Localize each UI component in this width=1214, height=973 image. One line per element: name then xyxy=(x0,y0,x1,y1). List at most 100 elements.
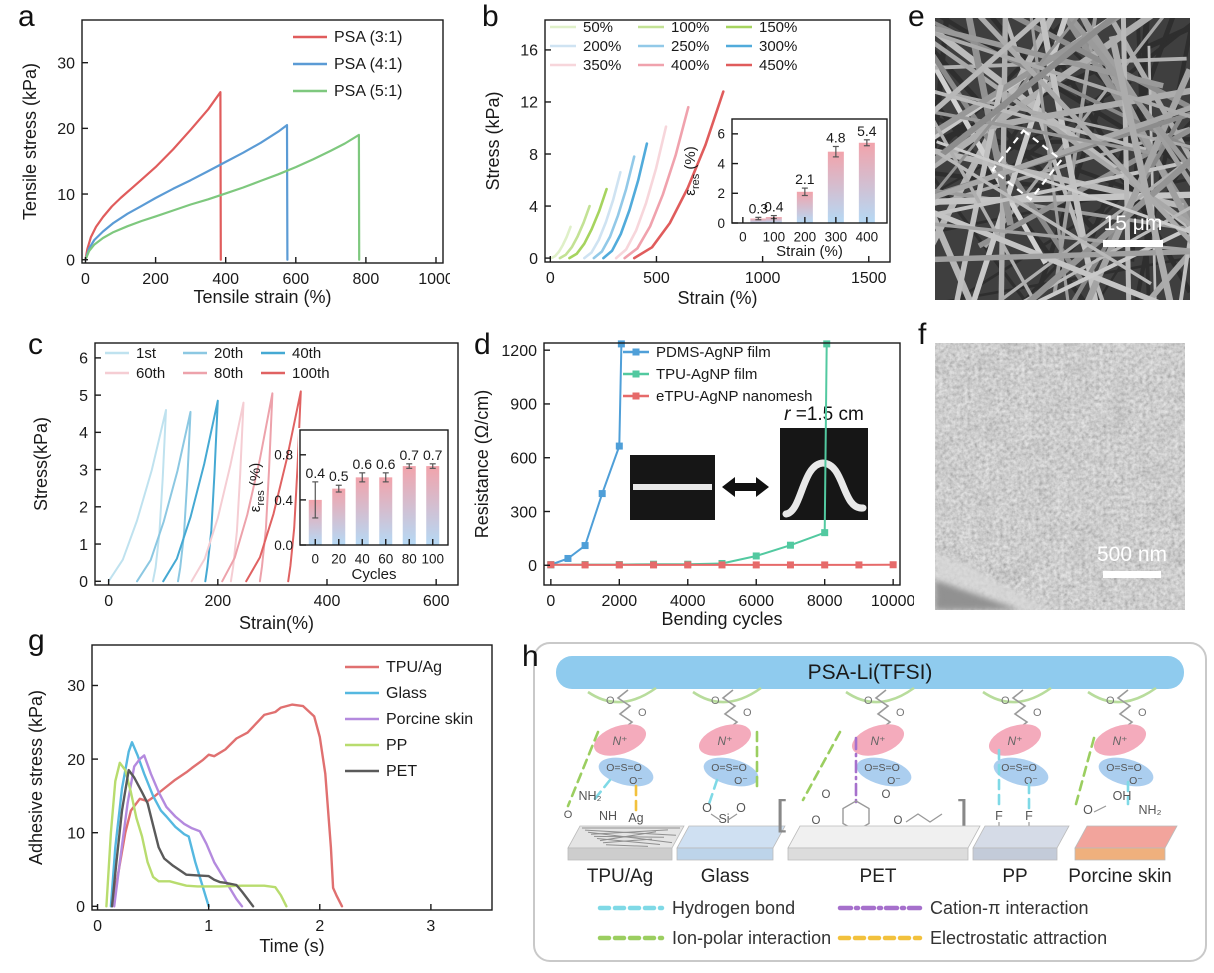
svg-text:0: 0 xyxy=(104,593,113,610)
svg-text:0: 0 xyxy=(312,552,320,567)
svg-text:O⁻: O⁻ xyxy=(1129,775,1143,787)
svg-text:0: 0 xyxy=(717,216,725,231)
svg-text:Strain (%): Strain (%) xyxy=(677,288,757,308)
panel-b: b 0 500 1000 1500 0 4 8 12 16 Strain (%) Stress (k… xyxy=(450,0,910,318)
panel-a: a 0 200 400 600 800 1000 0 10 20 30 Tensile strain… xyxy=(0,0,450,318)
svg-text:800: 800 xyxy=(353,271,380,288)
svg-text:O=S=O: O=S=O xyxy=(1106,762,1142,774)
svg-text:4.8: 4.8 xyxy=(826,129,846,145)
svg-text:350%: 350% xyxy=(583,57,621,74)
svg-text:60th: 60th xyxy=(136,365,165,382)
panel-d-chart: r =1.5 cm 0 2000 4000 6000 8000 10000 0 300 600 9… xyxy=(472,340,914,629)
svg-text:O: O xyxy=(882,789,891,801)
svg-text:eTPU-AgNP nanomesh: eTPU-AgNP nanomesh xyxy=(656,388,812,405)
svg-text:50%: 50% xyxy=(583,19,613,36)
svg-text:1st: 1st xyxy=(136,345,157,362)
svg-text:O: O xyxy=(812,815,821,827)
svg-text:5: 5 xyxy=(79,388,88,405)
svg-text:0.3: 0.3 xyxy=(749,200,769,216)
svg-text:O: O xyxy=(822,789,831,801)
svg-text:0.6: 0.6 xyxy=(376,456,396,472)
svg-text:Stress(kPa): Stress(kPa) xyxy=(31,417,51,511)
bent-sample-arch xyxy=(782,459,867,518)
panel-c-chart: 0 200 400 6000123456Strain(%)Stress(kPa)1st… xyxy=(31,342,459,633)
svg-text:Ag: Ag xyxy=(628,811,643,825)
svg-text:O: O xyxy=(743,707,752,719)
panel-a-chart: 0 200 400 600 800 1000 0 10 20 30 Tensile strain (… xyxy=(20,19,450,307)
panel-e: e 15 μm xyxy=(900,0,1214,318)
svg-text:[: [ xyxy=(776,792,786,833)
svg-text:500: 500 xyxy=(643,270,670,287)
svg-text:PSA (3:1): PSA (3:1) xyxy=(334,29,402,46)
svg-text:O: O xyxy=(638,707,647,719)
svg-text:200: 200 xyxy=(794,230,817,245)
svg-text:10: 10 xyxy=(57,187,75,204)
panel-e-sem-image: 15 μm xyxy=(935,18,1190,300)
svg-text:Tensile strain (%): Tensile strain (%) xyxy=(193,287,331,307)
svg-text:N⁺: N⁺ xyxy=(718,734,733,748)
svg-text:0.5: 0.5 xyxy=(329,468,349,484)
svg-text:O: O xyxy=(1001,695,1010,707)
svg-text:30: 30 xyxy=(57,55,75,72)
svg-text:450%: 450% xyxy=(759,57,797,74)
svg-text:N⁺: N⁺ xyxy=(871,734,886,748)
svg-text:Resistance (Ω/cm): Resistance (Ω/cm) xyxy=(472,390,492,538)
svg-text:40th: 40th xyxy=(292,345,321,362)
svg-text:300%: 300% xyxy=(759,38,797,55)
svg-text:O=S=O: O=S=O xyxy=(711,762,747,774)
panel-c: c 0 200 400 600 0 1 2 3 4 5 6 Strain(%) Stress(kPa) 1… xyxy=(0,318,470,638)
svg-text:O⁻: O⁻ xyxy=(1024,775,1038,787)
panel-h-schematic: PSA-Li(TFSI)OON⁺O=S=OO⁻OON⁺O=S=OO⁻OON⁺O=… xyxy=(533,642,1207,962)
svg-text:0: 0 xyxy=(76,899,85,916)
svg-text:1500: 1500 xyxy=(851,270,887,287)
svg-text:300: 300 xyxy=(510,504,537,521)
svg-text:PDMS-AgNP film: PDMS-AgNP film xyxy=(656,344,771,361)
svg-text:80: 80 xyxy=(402,552,417,567)
svg-text:N⁺: N⁺ xyxy=(1008,734,1023,748)
bend-radius-label: r =1.5 cm xyxy=(784,404,864,425)
svg-text:200%: 200% xyxy=(583,38,621,55)
svg-text:400: 400 xyxy=(856,230,879,245)
svg-text:0.8: 0.8 xyxy=(274,448,293,463)
svg-text:Strain(%): Strain(%) xyxy=(239,613,314,633)
svg-text:0: 0 xyxy=(739,230,747,245)
svg-text:PET: PET xyxy=(860,866,897,887)
svg-text:N⁺: N⁺ xyxy=(1113,734,1128,748)
svg-text:O: O xyxy=(711,695,720,707)
svg-text:O=S=O: O=S=O xyxy=(606,762,642,774)
svg-text:40: 40 xyxy=(355,552,370,567)
svg-text:0.6: 0.6 xyxy=(353,456,373,472)
svg-text:1200: 1200 xyxy=(501,343,537,360)
svg-text:12: 12 xyxy=(520,95,538,112)
flat-sample-strip xyxy=(633,484,712,490)
svg-text:4000: 4000 xyxy=(670,593,706,610)
svg-text:0.4: 0.4 xyxy=(274,493,293,508)
panel-f-sem-image: 500 nm xyxy=(935,343,1185,610)
panel-letter-f: f xyxy=(918,318,927,351)
svg-text:O⁻: O⁻ xyxy=(734,775,748,787)
svg-text:O: O xyxy=(864,695,873,707)
svg-text:N⁺: N⁺ xyxy=(613,734,628,748)
svg-text:TPU-AgNP film: TPU-AgNP film xyxy=(656,366,757,383)
svg-text:O: O xyxy=(736,801,746,815)
svg-text:Glass: Glass xyxy=(701,866,750,887)
panel-d-inset-photos: r =1.5 cm xyxy=(630,404,868,520)
svg-text:Stress (kPa): Stress (kPa) xyxy=(483,91,503,190)
svg-text:PP: PP xyxy=(386,737,407,754)
svg-text:OH: OH xyxy=(1113,789,1132,803)
svg-text:O=S=O: O=S=O xyxy=(864,762,900,774)
svg-text:εres (%): εres (%) xyxy=(247,463,267,512)
svg-text:1000: 1000 xyxy=(745,270,781,287)
svg-text:4: 4 xyxy=(529,199,538,216)
panel-letter-e: e xyxy=(908,0,925,33)
svg-text:O: O xyxy=(606,695,615,707)
svg-text:6: 6 xyxy=(717,127,725,142)
svg-text:10000: 10000 xyxy=(871,593,914,610)
scale-bar-label-f: 500 nm xyxy=(1097,543,1167,566)
svg-text:O⁻: O⁻ xyxy=(629,775,643,787)
svg-text:TPU/Ag: TPU/Ag xyxy=(587,866,654,887)
svg-text:400: 400 xyxy=(314,593,341,610)
